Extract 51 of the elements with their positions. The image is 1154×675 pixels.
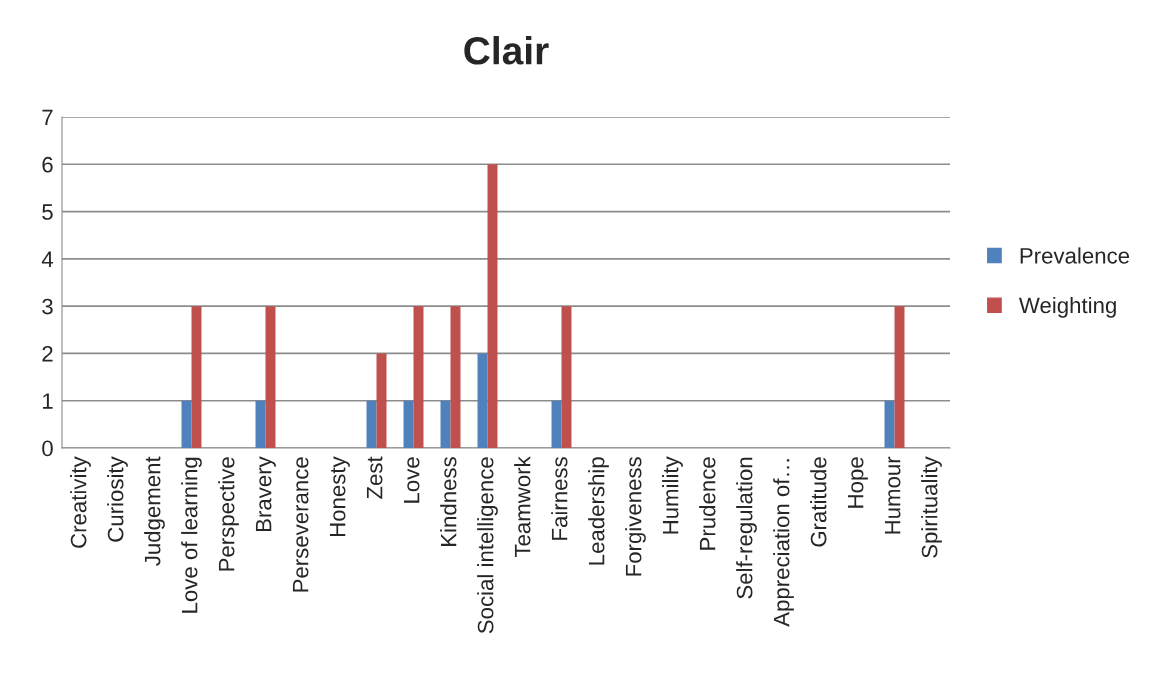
x-tick-label: Honesty bbox=[329, 456, 350, 537]
x-tick-label: Creativity bbox=[70, 456, 91, 548]
bar bbox=[487, 164, 498, 448]
y-tick-label: 1 bbox=[43, 393, 53, 409]
bar bbox=[894, 306, 905, 448]
y-tick-label: 5 bbox=[42, 204, 53, 220]
x-tick-label: Humility bbox=[662, 456, 683, 534]
x-tick-label: Love bbox=[403, 457, 420, 503]
x-tick-label: Gratitude bbox=[810, 457, 827, 547]
y-tick-label: 4 bbox=[41, 251, 54, 267]
bar bbox=[191, 306, 202, 448]
bar bbox=[403, 400, 414, 448]
y-tick-label: 3 bbox=[42, 298, 53, 315]
bar bbox=[561, 306, 572, 448]
x-tick-label: Perseverance bbox=[292, 457, 309, 592]
x-tick-label: Judgement bbox=[144, 456, 165, 566]
x-tick-label: Humour bbox=[884, 456, 901, 534]
y-tick-label: 2 bbox=[42, 345, 53, 362]
x-tick-label: Self-regulation bbox=[736, 457, 757, 599]
bar bbox=[551, 400, 562, 448]
chart-title: Clair bbox=[464, 36, 549, 65]
bar bbox=[376, 353, 387, 448]
x-tick-label: Bravery bbox=[255, 456, 276, 532]
bar bbox=[884, 400, 895, 448]
x-tick-label: Leadership bbox=[588, 457, 609, 565]
x-tick-label: Appreciation of… bbox=[773, 459, 794, 627]
x-tick-label: Forgiveness bbox=[625, 457, 646, 576]
x-tick-label: Love of learning bbox=[181, 457, 202, 613]
x-tick-label: Teamwork bbox=[514, 456, 531, 558]
x-tick-label: Kindness bbox=[440, 457, 457, 546]
y-tick-label: 0 bbox=[42, 440, 53, 457]
bar bbox=[440, 400, 451, 448]
y-tick-label: 6 bbox=[42, 156, 53, 173]
x-tick-label: Perspective bbox=[218, 457, 239, 571]
x-tick-label: Fairness bbox=[551, 457, 568, 540]
legend-label: Weighting bbox=[1018, 296, 1116, 318]
x-tick-label: Spirituality bbox=[921, 456, 942, 558]
y-tick-label: 7 bbox=[42, 109, 53, 126]
bar bbox=[255, 400, 266, 448]
x-tick-label: Prudence bbox=[699, 457, 716, 550]
legend-label: Prevalence bbox=[1020, 247, 1130, 264]
x-tick-label: Social intelligence bbox=[477, 457, 498, 634]
bar bbox=[413, 306, 424, 448]
bar bbox=[366, 400, 377, 448]
x-tick-label: Zest bbox=[366, 456, 383, 499]
bar bbox=[181, 400, 192, 448]
x-tick-label: Curiosity bbox=[107, 456, 128, 542]
bar bbox=[265, 306, 276, 448]
x-tick-label: Hope bbox=[847, 457, 868, 508]
bar bbox=[450, 306, 461, 448]
bar bbox=[477, 353, 488, 448]
